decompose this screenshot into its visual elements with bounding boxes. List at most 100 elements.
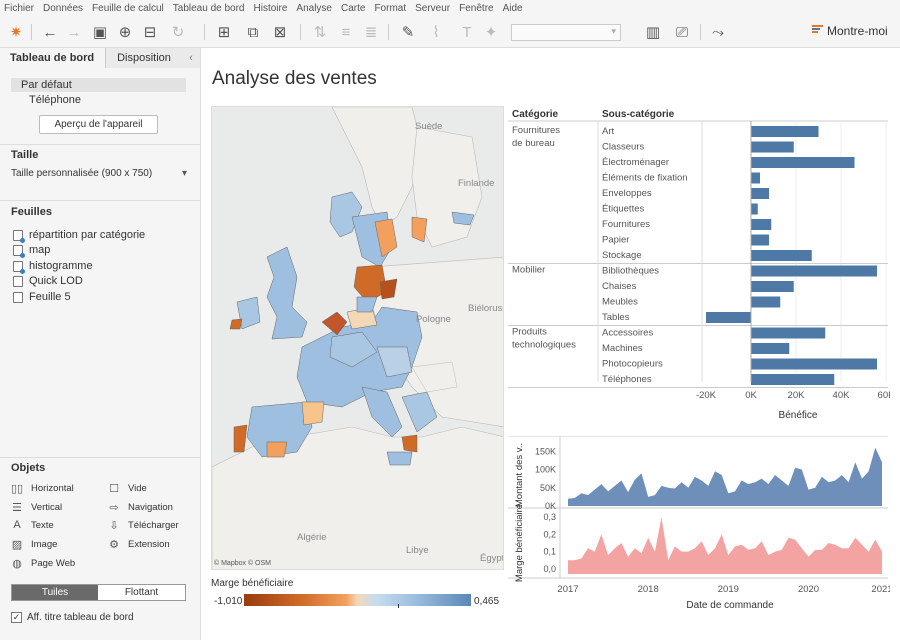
refresh-icon[interactable]: ↻ xyxy=(171,24,185,41)
tab-layout[interactable]: Disposition xyxy=(106,48,182,68)
map-label: Pologne xyxy=(416,314,451,325)
subcategory-label: Chaises xyxy=(602,281,637,292)
y-tick-label: 50K xyxy=(540,483,556,493)
sheet-item[interactable]: histogramme xyxy=(13,259,93,274)
sheet-item[interactable]: Feuille 5 xyxy=(13,290,71,304)
menu-item[interactable]: Serveur xyxy=(415,2,451,14)
map-label: Suède xyxy=(415,121,443,132)
presentation-icon[interactable]: ⎚ xyxy=(675,23,688,41)
extension-icon: ⚙ xyxy=(109,538,119,551)
sales-area-chart[interactable]: 0K 50K 100K 150K Montant des v.. 0,0 0,1 0,2 0,3… xyxy=(508,436,890,616)
floating-button[interactable]: Flottant xyxy=(98,585,185,600)
bar[interactable] xyxy=(751,234,769,246)
show-title-checkbox[interactable]: ✓ Aff. titre tableau de bord xyxy=(11,612,134,623)
bar[interactable] xyxy=(751,157,855,168)
device-phone[interactable]: Téléphone xyxy=(29,94,81,106)
tab-dashboard[interactable]: Tableau de bord xyxy=(0,48,106,68)
bar[interactable] xyxy=(751,327,826,339)
new-sheet-icon[interactable]: ⊞ xyxy=(217,24,231,41)
bar[interactable] xyxy=(751,281,794,292)
new-datasource-icon[interactable]: ⊕ xyxy=(118,24,132,41)
size-title: Taille xyxy=(11,149,39,161)
area-series[interactable] xyxy=(568,447,882,506)
map-attribution[interactable]: © Mapbox © OSM xyxy=(214,560,271,567)
legend-min-label: -1,010 xyxy=(214,596,243,607)
bar[interactable] xyxy=(751,358,877,370)
duplicate-sheet-icon[interactable]: ⧉ xyxy=(247,23,259,41)
legend-title: Marge bénéficiaire xyxy=(211,578,294,589)
color-legend[interactable] xyxy=(244,594,471,608)
bar[interactable] xyxy=(751,343,790,354)
europe-map[interactable]: Suède Finlande Biélorussie Pologne Algér… xyxy=(211,106,504,570)
bar[interactable] xyxy=(751,141,794,153)
menu-item[interactable]: Tableau de bord xyxy=(172,2,245,14)
collapse-pane-icon[interactable]: ‹ xyxy=(182,48,200,68)
dashboard-title: Analyse des ventes xyxy=(212,68,377,89)
bar[interactable] xyxy=(706,312,751,323)
bar[interactable] xyxy=(751,296,781,308)
device-default[interactable]: Par défaut xyxy=(11,78,186,92)
subcategory-label: Classeurs xyxy=(602,142,644,153)
area-series[interactable] xyxy=(568,517,882,574)
object-text[interactable]: A Texte xyxy=(11,518,53,532)
bar[interactable] xyxy=(751,250,812,261)
bar[interactable] xyxy=(751,219,772,230)
label-icon[interactable]: T xyxy=(462,23,472,41)
object-extension[interactable]: ⚙ Extension xyxy=(109,538,170,551)
cards-icon[interactable]: ▥ xyxy=(645,24,661,41)
fit-dropdown[interactable] xyxy=(511,24,621,41)
menu-item[interactable]: Feuille de calcul xyxy=(92,2,164,14)
pause-datasource-icon[interactable]: ⊟ xyxy=(143,24,157,41)
tiled-button[interactable]: Tuiles xyxy=(12,585,98,600)
object-webpage[interactable]: ◍ Page Web xyxy=(12,557,76,570)
size-select[interactable]: Taille personnalisée (900 x 750) xyxy=(11,168,187,183)
bar[interactable] xyxy=(751,374,835,385)
y-axis-label: Montant des v.. xyxy=(514,443,525,507)
bar[interactable] xyxy=(751,172,760,184)
tableau-logo-icon[interactable]: ✷ xyxy=(9,24,23,41)
vertical-icon: ☰ xyxy=(12,501,22,514)
menu-bar: Fichier Données Feuille de calcul Tableau d… xyxy=(0,0,900,16)
pin-icon[interactable]: ✦ xyxy=(484,24,498,41)
share-icon[interactable]: ⤳ xyxy=(711,23,724,41)
bar[interactable] xyxy=(751,265,877,277)
highlight-icon[interactable]: ✎ xyxy=(401,24,415,41)
group-icon[interactable]: ⌇ xyxy=(432,24,440,41)
clear-sheet-icon[interactable]: ⊠ xyxy=(273,24,287,41)
object-download[interactable]: ⇩ Télécharger xyxy=(109,519,179,532)
map-label: Biélorussie xyxy=(468,303,503,314)
bar[interactable] xyxy=(751,203,758,215)
profit-bar-chart[interactable]: Catégorie Sous-catégorie Fournitures de bur… xyxy=(508,106,890,426)
menu-item[interactable]: Fichier xyxy=(4,2,35,14)
save-icon[interactable]: ▣ xyxy=(92,24,108,41)
menu-item[interactable]: Histoire xyxy=(253,2,288,14)
object-navigation[interactable]: ⇨ Navigation xyxy=(109,501,173,514)
menu-item[interactable]: Carte xyxy=(340,2,366,14)
x-tick-label: 60K xyxy=(878,390,890,401)
bar[interactable] xyxy=(751,188,769,199)
swap-icon[interactable]: ⇅ xyxy=(313,24,327,41)
object-vertical[interactable]: ☰ Vertical xyxy=(12,501,63,514)
menu-item[interactable]: Format xyxy=(374,2,407,14)
menu-item[interactable]: Fenêtre xyxy=(459,2,494,14)
sort-asc-icon[interactable]: ≡ xyxy=(341,23,351,41)
x-tick-label: 2021 xyxy=(871,584,890,595)
object-horizontal[interactable]: ▯▯ Horizontal xyxy=(10,482,74,495)
sheet-item[interactable]: map xyxy=(13,243,50,258)
undo-icon[interactable]: ← xyxy=(42,23,58,41)
show-me-button[interactable]: Montre-moi xyxy=(812,24,888,38)
bar[interactable] xyxy=(751,126,819,137)
sheet-item[interactable]: répartition par catégorie xyxy=(13,228,145,243)
menu-item[interactable]: Aide xyxy=(502,2,523,14)
object-image[interactable]: ▨ Image xyxy=(11,538,58,551)
redo-icon[interactable]: → xyxy=(66,23,82,41)
sheet-item[interactable]: Quick LOD xyxy=(13,274,83,288)
subcategory-label: Machines xyxy=(602,343,643,354)
menu-item[interactable]: Analyse xyxy=(296,2,332,14)
object-blank[interactable]: ☐ Vide xyxy=(109,482,147,495)
category-label: Fournitures xyxy=(512,125,560,136)
device-preview-button[interactable]: Aperçu de l'appareil xyxy=(39,115,158,134)
x-tick-label: 40K xyxy=(833,390,851,401)
menu-item[interactable]: Données xyxy=(43,2,84,14)
sort-desc-icon[interactable]: ≣ xyxy=(364,24,378,41)
